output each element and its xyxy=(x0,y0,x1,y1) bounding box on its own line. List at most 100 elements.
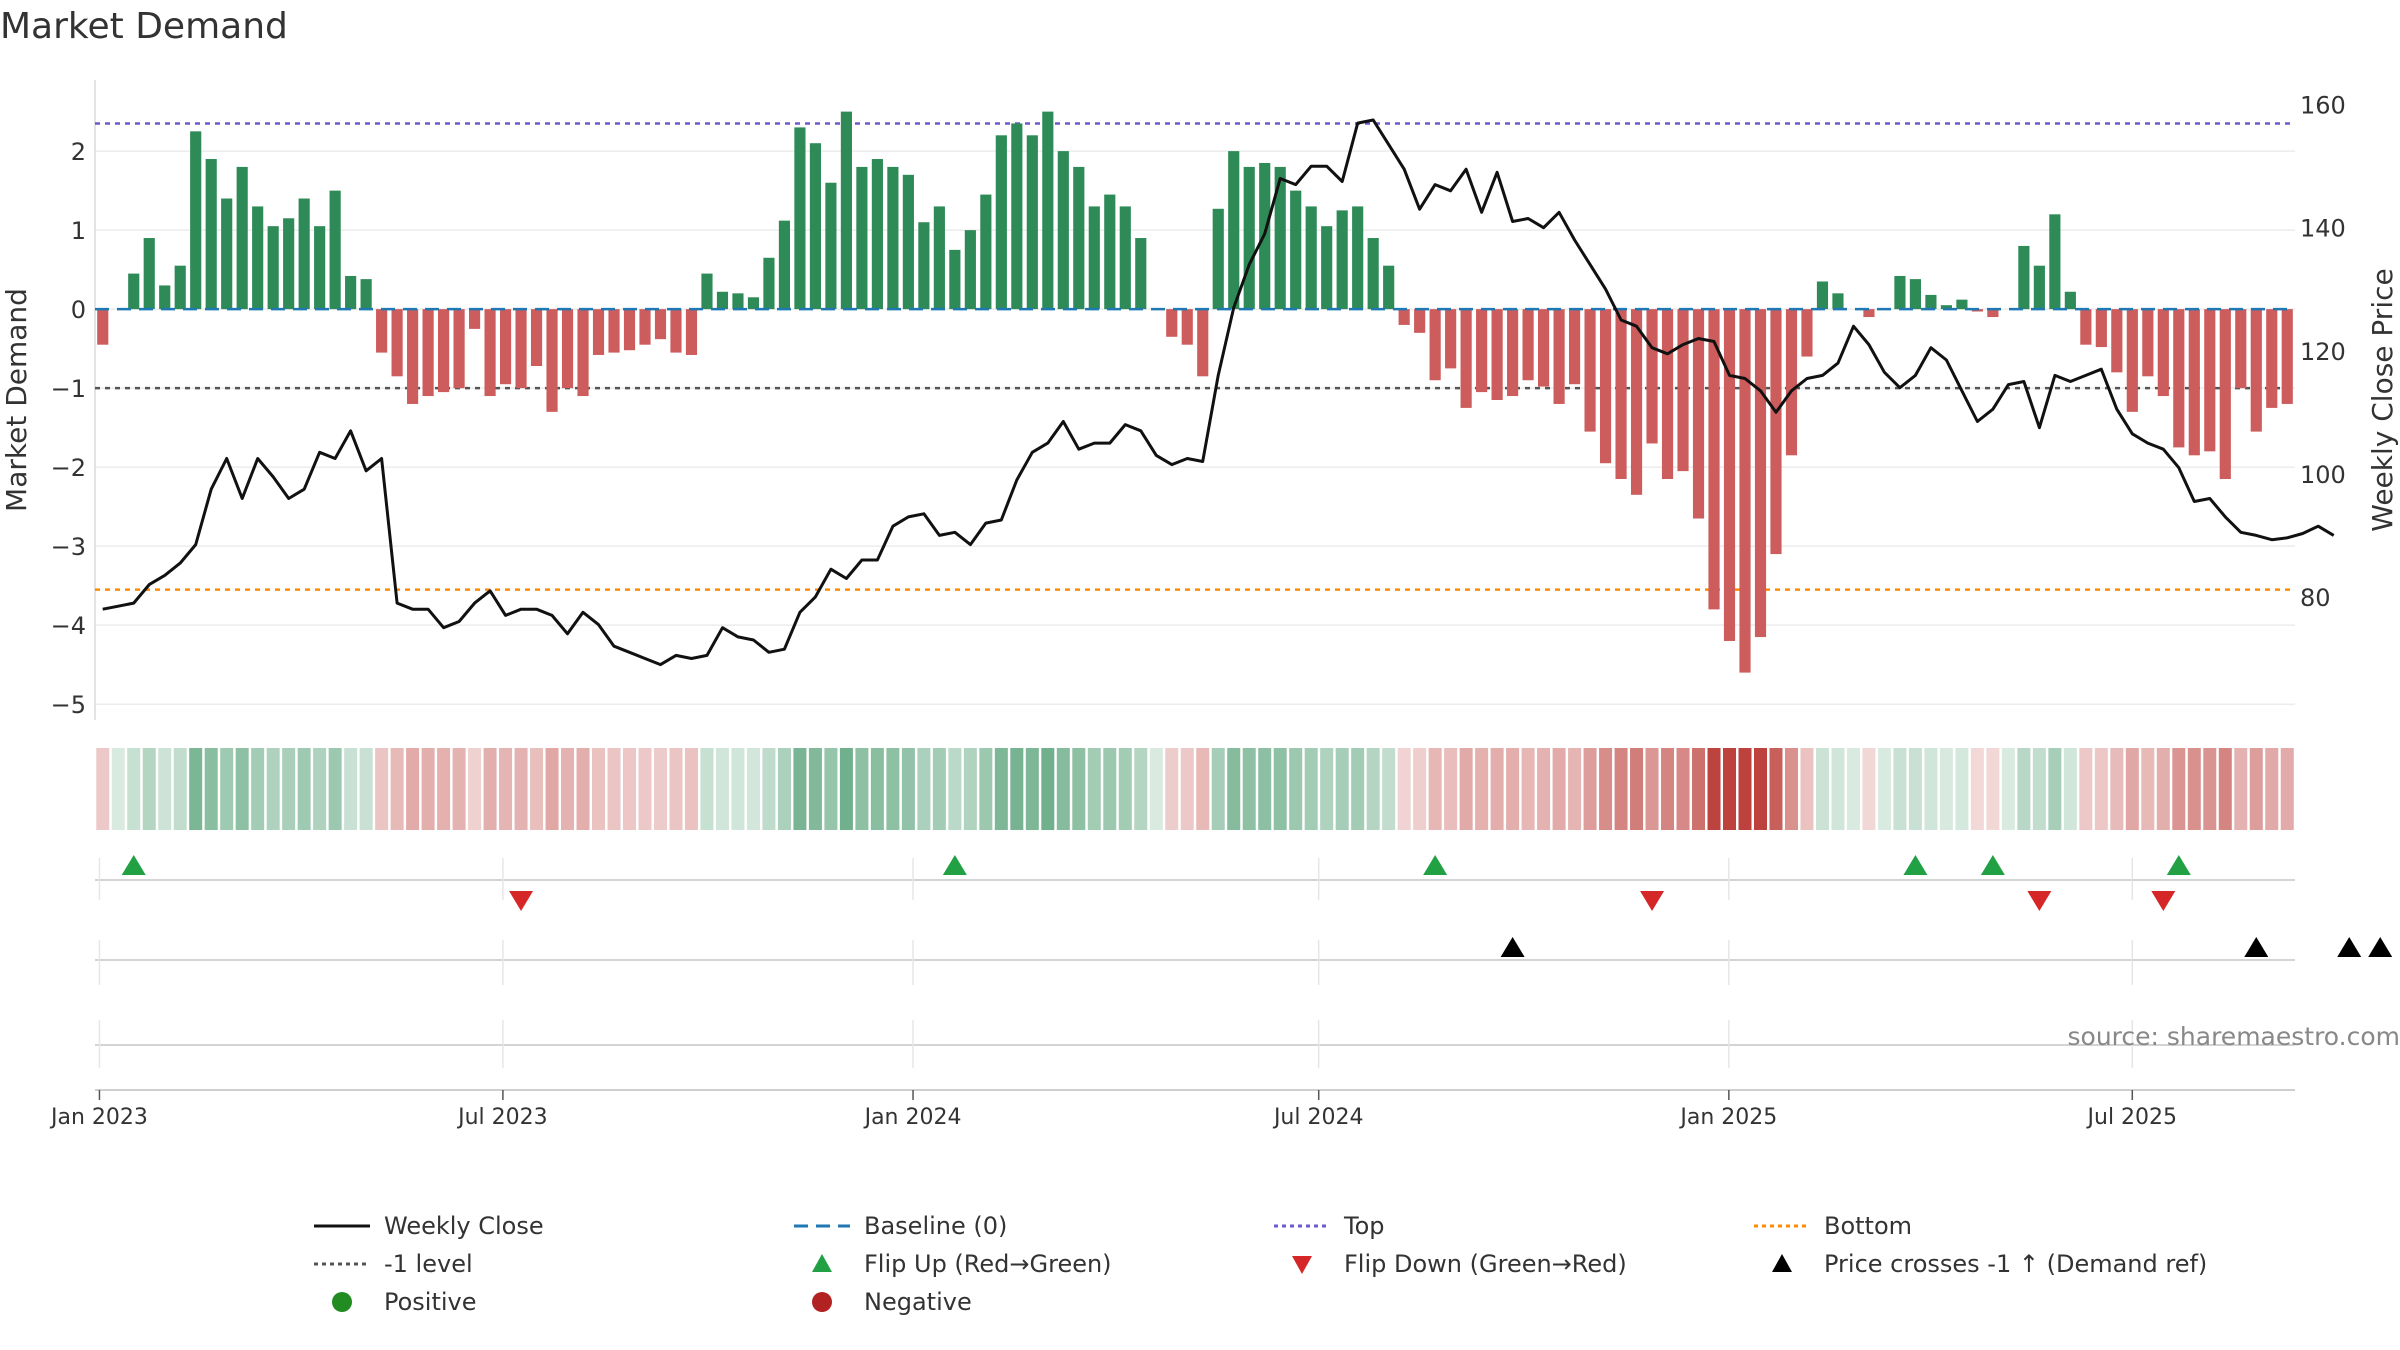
heat-cell xyxy=(1552,748,1566,830)
demand-bar xyxy=(685,309,698,355)
dotted-line-icon xyxy=(1754,1224,1810,1228)
demand-bars xyxy=(97,111,2293,673)
legend-bottom: Bottom xyxy=(1750,1208,1912,1244)
heat-cell xyxy=(282,748,296,830)
demand-bar xyxy=(1987,309,1999,318)
legend-positive: Positive xyxy=(310,1284,477,1320)
heat-cell xyxy=(1459,748,1473,830)
heat-cell xyxy=(1134,748,1148,830)
heat-cell xyxy=(96,748,110,830)
demand-bar xyxy=(639,309,651,345)
legend-label: Bottom xyxy=(1824,1212,1913,1240)
demand-bar xyxy=(1661,309,1674,480)
heat-cell xyxy=(1862,748,1876,830)
demand-bar xyxy=(2235,309,2247,389)
heat-cell xyxy=(2265,748,2279,830)
reference-lines xyxy=(95,122,2295,591)
demand-bar xyxy=(469,309,481,329)
y2-tick-label: 120 xyxy=(2300,338,2346,366)
demand-bar xyxy=(1940,305,1952,310)
demand-bar xyxy=(1228,151,1240,310)
heat-cell xyxy=(561,748,575,830)
demand-bar xyxy=(1630,309,1643,495)
legend-flip-down: Flip Down (Green→Red) xyxy=(1270,1246,1627,1282)
heat-cell xyxy=(251,748,265,830)
legend-top: Top xyxy=(1270,1208,1385,1244)
price-cross-marker xyxy=(2244,937,2269,957)
demand-bar xyxy=(1336,210,1348,310)
demand-bar xyxy=(143,238,155,310)
demand-bar xyxy=(1507,309,1519,397)
triangle-up-icon xyxy=(812,1254,832,1272)
price-cross-marker xyxy=(2368,937,2393,957)
demand-bar xyxy=(592,309,605,355)
legend: Weekly Close Baseline (0) Top Bottom -1 … xyxy=(300,1208,2220,1338)
demand-bar xyxy=(1692,309,1705,519)
heat-cell xyxy=(1149,748,1163,830)
legend-minus-one: -1 level xyxy=(310,1246,473,1282)
demand-bar xyxy=(1212,208,1224,310)
heat-cell xyxy=(1939,748,1953,830)
legend-label: Negative xyxy=(864,1288,972,1316)
heat-cell xyxy=(1025,748,1039,830)
heat-cell xyxy=(1614,748,1628,830)
demand-bar xyxy=(236,166,248,310)
demand-bar xyxy=(1615,309,1627,480)
heat-cell xyxy=(235,748,249,830)
heat-cell xyxy=(530,748,544,830)
heat-cell xyxy=(297,748,311,830)
demand-bar xyxy=(1135,238,1147,310)
demand-bar xyxy=(2111,309,2123,373)
heat-cell xyxy=(2218,748,2232,830)
heat-cell xyxy=(1800,748,1814,830)
demand-bar xyxy=(1770,309,1782,555)
heat-cell xyxy=(1599,748,1613,830)
demand-bar xyxy=(1414,309,1426,333)
heat-cell xyxy=(2234,748,2248,830)
price-layer xyxy=(102,118,2335,667)
legend-negative: Negative xyxy=(790,1284,972,1320)
demand-bar xyxy=(1785,309,1798,456)
heat-cell xyxy=(1072,748,1086,830)
demand-bar xyxy=(1925,294,1937,310)
demand-bar xyxy=(314,226,326,310)
demand-bar xyxy=(2204,309,2216,452)
heat-cell xyxy=(1351,748,1365,830)
demand-bar xyxy=(438,309,450,393)
demand-bar xyxy=(1863,309,1875,318)
y2-axis-label: Weekly Close Price xyxy=(2366,268,2399,531)
x-tick-label: Jul 2023 xyxy=(456,1105,548,1130)
demand-bar xyxy=(856,166,868,310)
demand-bar xyxy=(1816,281,1829,310)
demand-bar xyxy=(608,309,620,353)
demand-bar xyxy=(1290,190,1302,310)
demand-bar xyxy=(2250,309,2262,432)
demand-bar xyxy=(2266,309,2278,408)
legend-label: Weekly Close xyxy=(384,1212,544,1240)
flip-up-marker xyxy=(1980,855,2005,875)
heat-cell xyxy=(1304,748,1318,830)
demand-bar xyxy=(1909,279,1921,310)
legend-label: Flip Up (Red→Green) xyxy=(864,1250,1112,1278)
demand-bar xyxy=(1181,309,1193,345)
solid-line-icon xyxy=(314,1224,370,1228)
heat-cell xyxy=(2280,748,2294,830)
demand-bar xyxy=(2095,309,2107,348)
heat-cell xyxy=(1738,748,1752,830)
y-tick-label: −5 xyxy=(51,691,86,719)
legend-weekly-close: Weekly Close xyxy=(310,1208,544,1244)
heat-cell xyxy=(1056,748,1070,830)
y-tick-label: 0 xyxy=(71,296,86,324)
heat-cell xyxy=(2203,748,2217,830)
demand-bar xyxy=(1383,265,1395,310)
flip-up-marker xyxy=(2166,855,2191,875)
chart-title: Market Demand xyxy=(0,6,288,47)
heat-cell xyxy=(762,748,776,830)
heat-cell xyxy=(1955,748,1969,830)
demand-bar xyxy=(360,279,372,310)
heat-cell xyxy=(932,748,946,830)
heat-cell xyxy=(1784,748,1798,830)
heat-cell xyxy=(468,748,482,830)
heat-cell xyxy=(1087,748,1101,830)
heat-cell xyxy=(2017,748,2031,830)
